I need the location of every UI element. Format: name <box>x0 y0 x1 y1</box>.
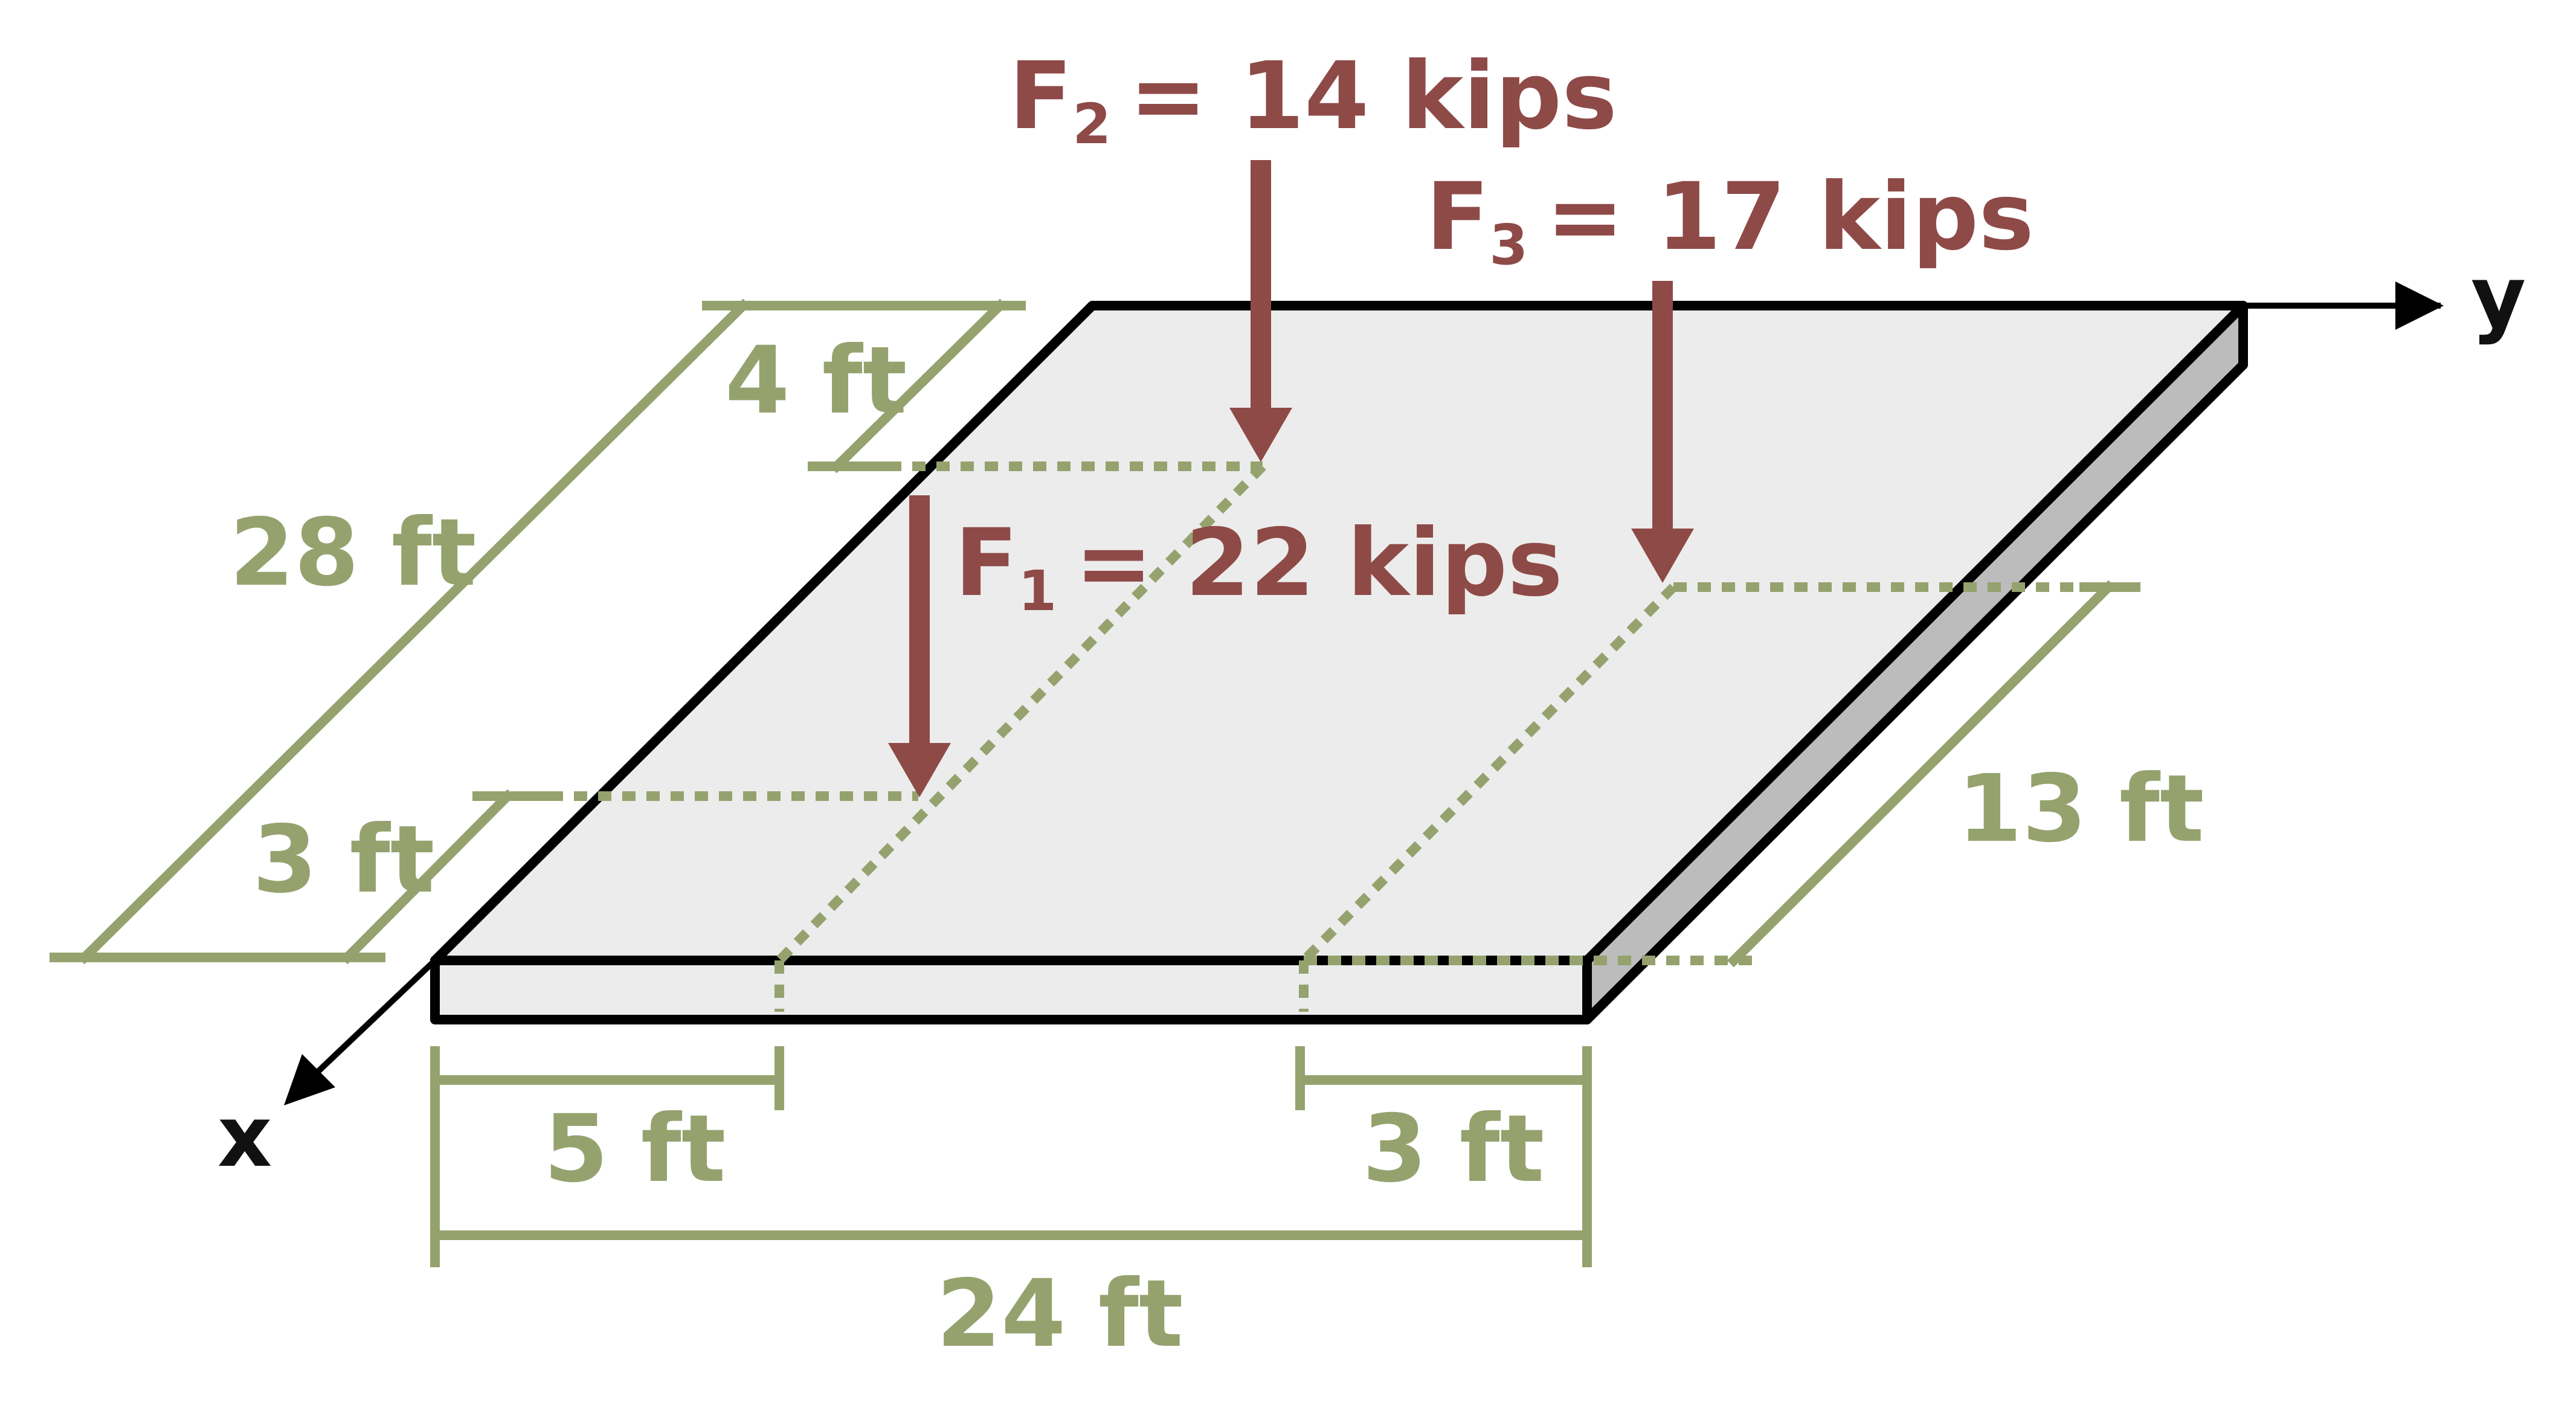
f1-subscript: 1 <box>1018 559 1057 623</box>
f2-symbol: F <box>1009 42 1072 150</box>
plate-front-face <box>430 956 1592 1024</box>
dim-label-24ft: 24 ft <box>936 1260 1183 1368</box>
x-axis-arrowhead <box>284 1054 335 1105</box>
dim-label-3ft-left: 3 ft <box>253 806 434 914</box>
x-axis-line <box>312 958 437 1078</box>
x-axis-label: x <box>217 1088 272 1186</box>
force-arrows <box>888 160 1694 797</box>
dim-label-4ft: 4 ft <box>725 327 907 435</box>
dim-4ft-line <box>829 298 1007 474</box>
dim-3ft-left-line <box>340 789 515 965</box>
f3-symbol: F <box>1426 163 1489 271</box>
f3-subscript: 3 <box>1489 213 1528 277</box>
dim-28ft-line <box>77 298 750 965</box>
f2-arrow-shaft <box>1251 160 1271 414</box>
location-guides <box>550 461 2136 1012</box>
f3-arrow-shaft <box>1652 281 1673 535</box>
plate <box>430 301 2248 1024</box>
f1-symbol: F <box>955 509 1018 617</box>
axes <box>284 281 2444 1105</box>
guide-f3-diagonal <box>1300 584 1677 964</box>
f2-value: = 14 kips <box>1129 42 1617 150</box>
f3-arrowhead <box>1631 529 1694 583</box>
f3-value: = 17 kips <box>1546 163 2034 271</box>
f1-value: = 22 kips <box>1075 509 1563 617</box>
f2-subscript: 2 <box>1072 92 1111 156</box>
dimension-lines <box>50 298 2140 1267</box>
y-axis-label: y <box>2471 248 2526 347</box>
dim-label-28ft: 28 ft <box>230 499 477 607</box>
f3-label: F3 = 17 kips <box>1426 163 2034 277</box>
y-axis-arrowhead <box>2395 281 2444 330</box>
f2-arrowhead <box>1229 408 1292 462</box>
guide-f2-diagonal <box>776 463 1266 964</box>
dim-label-3ft-right: 3 ft <box>1362 1095 1544 1203</box>
f2-label: F2 = 14 kips <box>1009 42 1617 156</box>
f1-arrowhead <box>888 743 951 797</box>
plate-right-face <box>1582 301 2248 1024</box>
dim-13ft-line <box>1727 580 2116 968</box>
dim-label-13ft: 13 ft <box>1957 755 2204 863</box>
f1-arrow-shaft <box>909 495 930 749</box>
dim-label-5ft: 5 ft <box>544 1095 726 1203</box>
f1-label: F1 = 22 kips <box>955 509 1563 623</box>
